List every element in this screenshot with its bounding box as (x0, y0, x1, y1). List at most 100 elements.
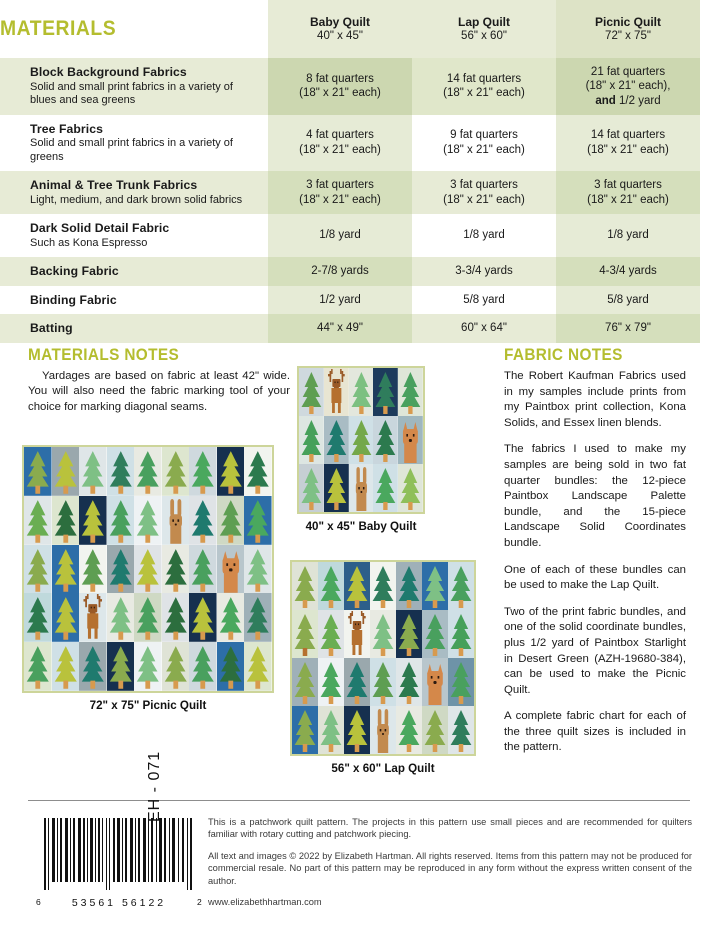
quilt-block-tree (448, 610, 474, 658)
cell-picnic: 21 fat quarters (18" x 21" each), and 1/… (556, 58, 700, 115)
cell-baby: 44" x 49" (268, 314, 412, 343)
fabric-notes-paragraph: The fabrics I used to make my samples ar… (504, 443, 686, 549)
quilt-block-tree (134, 447, 162, 496)
table-row: Backing Fabric 2-7/8 yards 3-3/4 yards 4… (0, 257, 700, 286)
quilt-block-tree (51, 642, 80, 691)
quilt-block-tree (79, 642, 107, 691)
quilt-block-tree (51, 447, 80, 496)
quilt-block-tree (448, 706, 474, 754)
quilt-block-tree (216, 447, 245, 496)
quilt-block-tree (448, 562, 474, 610)
column-header-lap-name: Lap Quilt (458, 15, 510, 29)
quilt-block-tree (79, 447, 107, 496)
baby-quilt-figure: 40" x 45" Baby Quilt (297, 366, 425, 533)
quilt-block-tree (244, 593, 272, 643)
quilt-block-tree (348, 368, 374, 416)
quilt-block-tree (189, 495, 217, 545)
barcode-digits: 6 53561 56122 2 (36, 897, 202, 909)
row-label-animal-tree-trunk: Animal & Tree Trunk Fabrics Light, mediu… (0, 171, 268, 214)
cell-lap: 9 fat quarters (18" x 21" each) (412, 114, 556, 171)
quilt-block-tree (216, 642, 245, 691)
quilt-block-tree (292, 706, 318, 754)
quilt-block-tree (161, 642, 190, 691)
quilt-block-tree (292, 658, 318, 706)
table-row: Tree Fabrics Solid and small print fabri… (0, 114, 700, 171)
quilt-block-tree (24, 593, 52, 643)
cell-lap: 1/8 yard (412, 214, 556, 257)
quilt-block-tree (161, 544, 190, 594)
footer-paragraph: All text and images © 2022 by Elizabeth … (208, 850, 692, 886)
lap-quilt-image (290, 560, 476, 756)
quilt-block-tree (398, 368, 423, 416)
cell-baby: 8 fat quarters (18" x 21" each) (268, 58, 412, 115)
column-header-lap-dim: 56" x 60" (461, 30, 507, 42)
lap-quilt-caption: 56" x 60" Lap Quilt (331, 762, 435, 775)
column-header-baby: Baby Quilt 40" x 45" (268, 0, 412, 58)
quilt-block-tree (344, 658, 370, 706)
fabric-notes-paragraph: A complete fabric chart for each of the … (504, 710, 686, 754)
quilt-block-tree (79, 495, 107, 545)
materials-notes-title: MATERIALS NOTES (28, 346, 180, 364)
quilt-block-tree (422, 562, 448, 610)
fabric-notes-paragraph: One of each of these bundles can be used… (504, 563, 686, 592)
cell-picnic: 4-3/4 yards (556, 257, 700, 286)
lap-quilt-figure: 56" x 60" Lap Quilt (290, 560, 476, 775)
row-label-backing-fabric: Backing Fabric (0, 257, 268, 286)
quilt-block-tree (51, 544, 80, 594)
baby-quilt-image (297, 366, 425, 514)
quilt-block-tree (189, 544, 217, 594)
quilt-block-tree (51, 495, 80, 545)
quilt-block-tree (373, 368, 399, 416)
column-header-picnic-dim: 72" x 75" (605, 30, 651, 42)
quilt-block-tree (396, 610, 422, 658)
quilt-block-tree (323, 464, 349, 512)
footer-text: This is a patchwork quilt pattern. The p… (208, 816, 692, 908)
row-label-block-background: Block Background Fabrics Solid and small… (0, 58, 268, 115)
quilt-block-tree (292, 562, 318, 610)
picnic-quilt-image (22, 445, 274, 693)
quilt-block-tree (161, 593, 190, 643)
table-row: Block Background Fabrics Solid and small… (0, 58, 700, 115)
cell-baby: 1/2 yard (268, 285, 412, 314)
quilt-block-tree (106, 495, 135, 545)
cell-baby: 4 fat quarters (18" x 21" each) (268, 114, 412, 171)
row-label-tree-fabrics: Tree Fabrics Solid and small print fabri… (0, 114, 268, 171)
table-row: Dark Solid Detail Fabric Such as Kona Es… (0, 214, 700, 257)
footer-website-url[interactable]: www.elizabethhartman.com (208, 897, 322, 908)
quilt-block-tree (344, 706, 370, 754)
quilt-block-tree (373, 416, 399, 464)
quilt-block-tree (106, 593, 135, 643)
quilt-block-fox (398, 416, 423, 464)
column-header-picnic: Picnic Quilt 72" x 75" (556, 0, 700, 58)
fabric-notes-title: FABRIC NOTES (504, 346, 623, 364)
quilt-block-tree (299, 416, 324, 464)
quilt-block-tree (189, 447, 217, 496)
quilt-block-tree (299, 464, 324, 512)
quilt-block-tree (216, 593, 245, 643)
row-label-dark-solid-detail: Dark Solid Detail Fabric Such as Kona Es… (0, 214, 268, 257)
table-header-row: MATERIALS Baby Quilt 40" x 45" Lap Quilt… (0, 0, 700, 58)
quilt-block-tree (422, 706, 448, 754)
sku-code: EH - 071 (146, 750, 163, 822)
quilt-block-tree (24, 495, 52, 545)
column-header-baby-name: Baby Quilt (309, 15, 370, 29)
quilt-block-tree (344, 562, 370, 610)
quilt-block-tree (79, 544, 107, 594)
quilt-block-tree (134, 544, 162, 594)
quilt-block-tree (106, 544, 135, 594)
quilt-block-tree (299, 368, 324, 416)
barcode-digit-right: 2 (196, 897, 202, 907)
quilt-block-tree (318, 706, 344, 754)
quilt-block-tree (398, 464, 423, 512)
cell-baby: 1/8 yard (268, 214, 412, 257)
quilt-block-tree (24, 642, 52, 691)
quilt-block-rabbit (161, 495, 190, 545)
quilt-block-tree (396, 562, 422, 610)
quilt-block-tree (370, 610, 396, 658)
quilt-block-tree (448, 658, 474, 706)
baby-quilt-caption: 40" x 45" Baby Quilt (305, 520, 417, 533)
picnic-quilt-figure: 72" x 75" Picnic Quilt (22, 445, 274, 712)
quilt-block-fox (422, 658, 448, 706)
quilt-block-tree (244, 447, 272, 496)
fabric-notes-paragraph: Two of the print fabric bundles, and one… (504, 605, 686, 696)
